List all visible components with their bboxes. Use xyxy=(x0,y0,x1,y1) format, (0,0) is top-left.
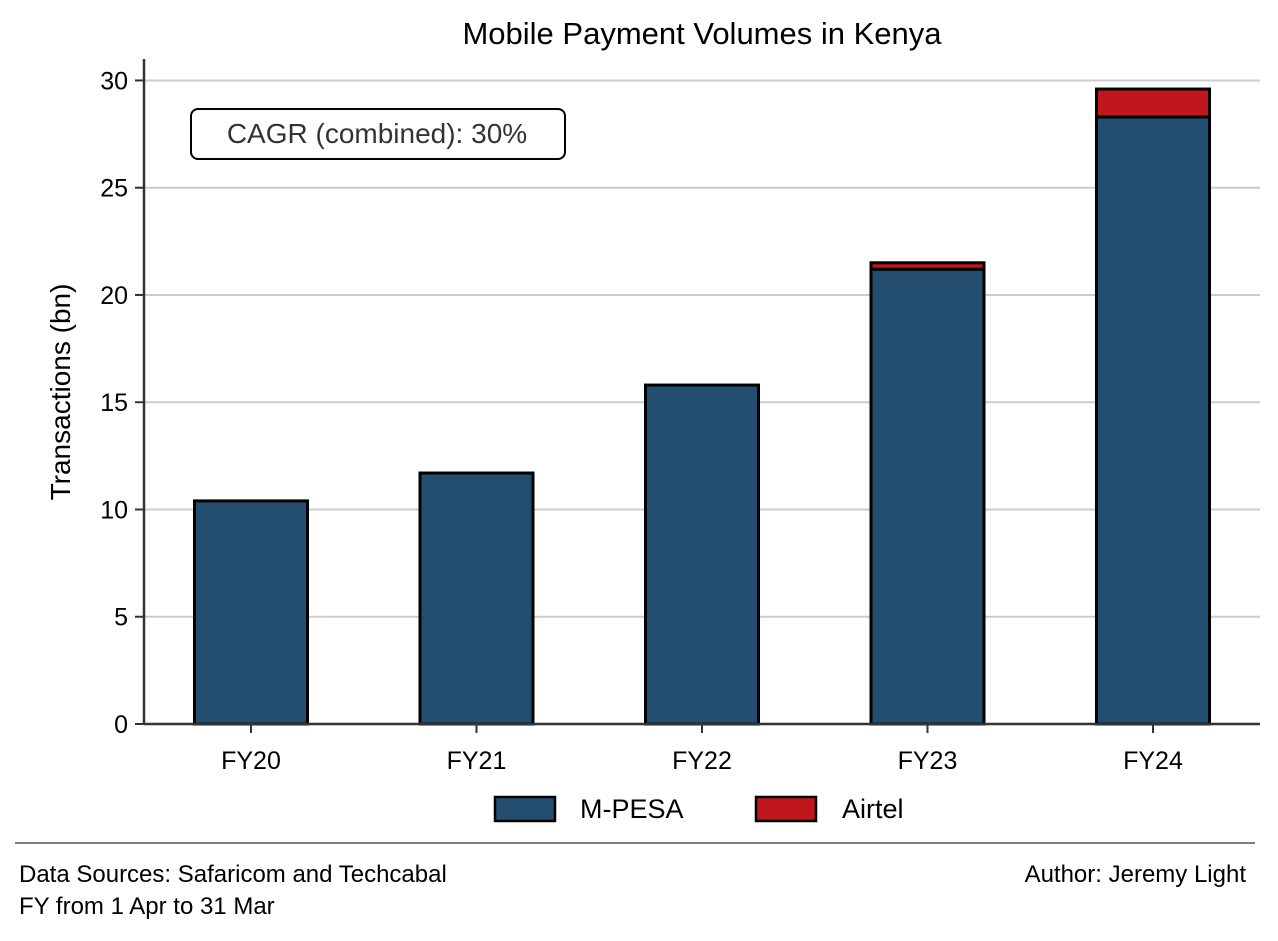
x-ticks: FY20 FY21 FY22 FY23 FY24 xyxy=(221,724,1183,775)
y-tick-label-15: 15 xyxy=(100,389,128,417)
bar-airtel-fy24 xyxy=(1095,87,1211,119)
legend-swatch-airtel xyxy=(754,795,818,823)
y-tick-label-25: 25 xyxy=(100,175,128,203)
y-axis-label: Transactions (bn) xyxy=(45,284,76,501)
y-tick-label-20: 20 xyxy=(100,282,128,310)
legend: M-PESA Airtel xyxy=(493,794,904,824)
legend-label-airtel: Airtel xyxy=(842,794,904,824)
bar-m-pesa-fy24 xyxy=(1095,115,1211,726)
fy-note-text: FY from 1 Apr to 31 Mar xyxy=(19,893,275,920)
y-ticks: 0 5 10 15 20 25 30 xyxy=(100,67,144,739)
cagr-annotation-text: CAGR (combined): 30% xyxy=(227,118,527,149)
bars xyxy=(193,87,1211,726)
author-text: Author: Jeremy Light xyxy=(1024,861,1246,888)
y-tick-label-30: 30 xyxy=(100,67,128,95)
x-tick-label-fy23: FY23 xyxy=(898,747,958,775)
x-tick-label-fy21: FY21 xyxy=(447,747,507,775)
footer-left: Data Sources: Safaricom and Techcabal FY… xyxy=(19,859,447,923)
y-tick-label-10: 10 xyxy=(100,496,128,524)
bar-m-pesa-fy23 xyxy=(869,267,986,726)
bar-m-pesa-fy21 xyxy=(418,471,535,726)
bar-m-pesa-fy20 xyxy=(193,499,309,726)
legend-swatch-mpesa xyxy=(493,795,557,823)
x-tick-label-fy22: FY22 xyxy=(672,747,732,775)
y-tick-label-5: 5 xyxy=(114,604,128,632)
cagr-annotation: CAGR (combined): 30% xyxy=(190,108,566,160)
x-tick-label-fy20: FY20 xyxy=(221,747,281,775)
y-tick-label-0: 0 xyxy=(114,711,128,739)
chart-title: Mobile Payment Volumes in Kenya xyxy=(462,16,942,51)
bar-m-pesa-fy22 xyxy=(644,383,760,726)
bar-airtel-fy23 xyxy=(869,261,986,271)
data-sources-text: Data Sources: Safaricom and Techcabal xyxy=(19,861,447,888)
footer-divider xyxy=(15,842,1255,844)
legend-label-mpesa: M-PESA xyxy=(580,794,684,824)
x-tick-label-fy24: FY24 xyxy=(1123,747,1183,775)
